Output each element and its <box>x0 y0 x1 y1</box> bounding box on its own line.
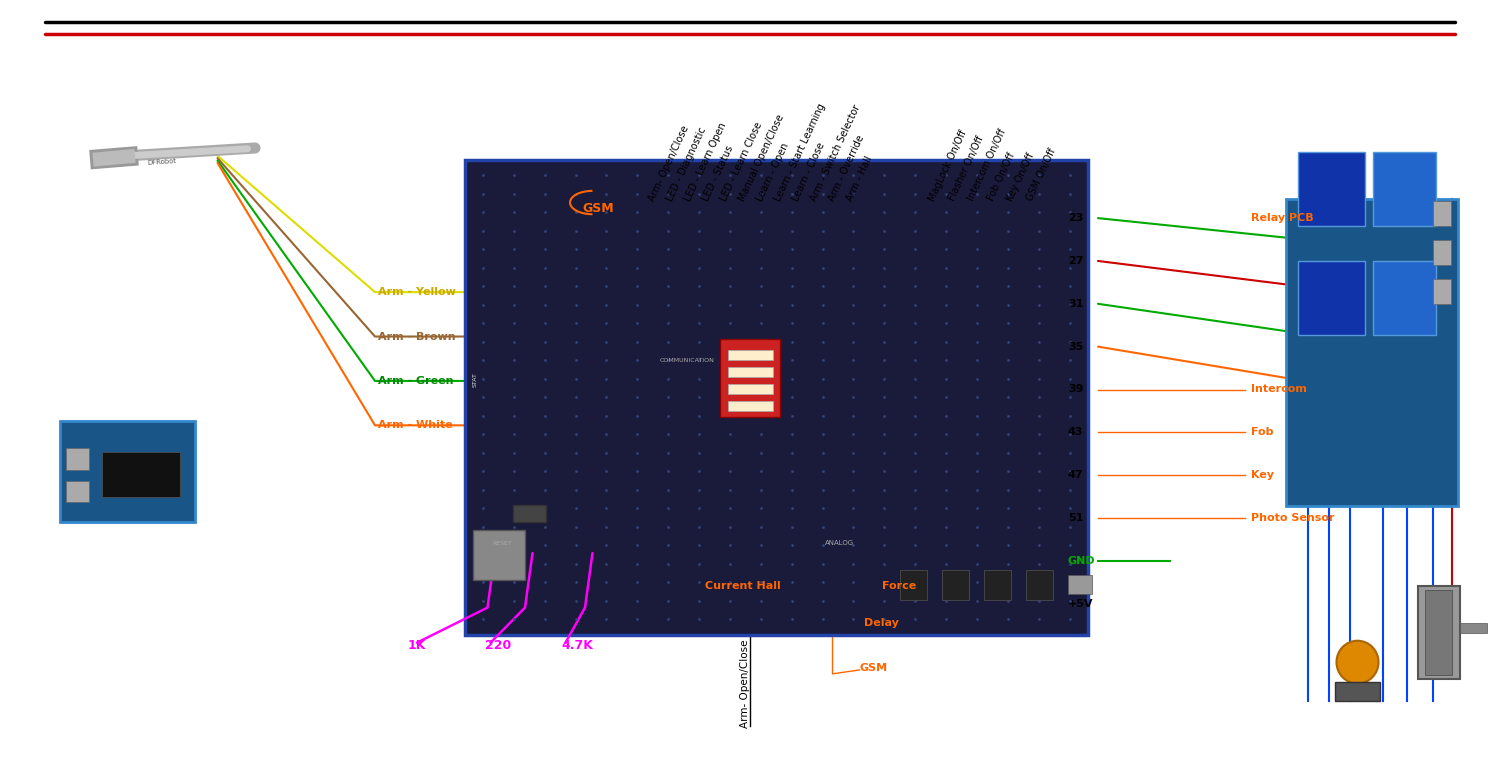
Text: Intercom: Intercom <box>1251 385 1306 394</box>
Bar <box>728 401 772 411</box>
Bar <box>66 481 88 502</box>
Text: 23: 23 <box>1068 213 1083 223</box>
Text: Fob: Fob <box>1251 428 1274 437</box>
Ellipse shape <box>1336 640 1378 684</box>
Text: MagLock On/Off: MagLock On/Off <box>927 128 969 203</box>
Bar <box>1418 586 1460 679</box>
Text: 43: 43 <box>1068 428 1083 437</box>
Bar <box>472 530 525 580</box>
Text: Flasher On/Off: Flasher On/Off <box>946 135 986 203</box>
Text: LED - Learn Open: LED - Learn Open <box>682 121 728 203</box>
Bar <box>1298 261 1365 335</box>
Bar <box>942 570 969 600</box>
Text: Learn - Close: Learn - Close <box>790 140 826 203</box>
Bar <box>728 350 772 360</box>
Text: Arm - Green: Arm - Green <box>378 376 453 386</box>
Text: Arm - Yellow: Arm - Yellow <box>378 287 456 297</box>
Text: LED - Learn Close: LED - Learn Close <box>718 120 764 203</box>
Text: 39: 39 <box>1068 385 1083 394</box>
Text: ANALOG: ANALOG <box>825 541 854 546</box>
Text: Arm- Open/Close: Arm- Open/Close <box>740 640 750 728</box>
Text: Arm - Brown: Arm - Brown <box>378 332 456 341</box>
Bar <box>1432 240 1450 265</box>
Bar <box>465 160 1088 635</box>
Text: Arm - Override: Arm - Override <box>827 133 866 203</box>
Text: COMMUNICATION: COMMUNICATION <box>660 358 716 363</box>
Bar <box>1026 570 1053 600</box>
Bar <box>1298 152 1365 226</box>
Text: 47: 47 <box>1068 471 1083 480</box>
Text: 51: 51 <box>1068 513 1083 523</box>
Text: Manual Open/Close: Manual Open/Close <box>736 112 786 203</box>
Bar <box>1432 279 1450 304</box>
Text: Key On/Off: Key On/Off <box>1005 151 1036 203</box>
Text: Relay PCB: Relay PCB <box>1251 213 1314 223</box>
Text: Fob On/Off: Fob On/Off <box>986 151 1017 203</box>
Bar <box>984 570 1011 600</box>
Text: GSM: GSM <box>859 663 888 672</box>
Text: 31: 31 <box>1068 299 1083 308</box>
Bar <box>900 570 927 600</box>
Text: Intercom On/Off: Intercom On/Off <box>966 128 1008 203</box>
Text: Key: Key <box>1251 471 1274 480</box>
Text: 4.7K: 4.7K <box>561 639 592 651</box>
Bar <box>728 367 772 377</box>
Bar <box>728 384 772 394</box>
Text: 27: 27 <box>1068 256 1083 266</box>
Bar <box>1068 575 1092 594</box>
Text: LED - Status: LED - Status <box>700 143 735 203</box>
Text: 1K: 1K <box>408 639 426 651</box>
Text: STAT: STAT <box>472 372 477 386</box>
Text: Arm- Open/Close: Arm- Open/Close <box>646 124 690 203</box>
Bar <box>60 421 195 522</box>
Text: Learn - Start Learning: Learn - Start Learning <box>772 101 826 203</box>
Bar <box>1372 152 1436 226</box>
Text: Force: Force <box>882 581 916 590</box>
Bar <box>1425 590 1452 675</box>
Text: Learn - Open: Learn - Open <box>754 141 790 203</box>
Text: GSM: GSM <box>582 202 614 215</box>
Text: Arm - Switch Selector: Arm - Switch Selector <box>808 103 862 203</box>
Bar <box>1432 201 1450 226</box>
Text: 35: 35 <box>1068 342 1083 351</box>
Text: Delay: Delay <box>864 619 898 628</box>
Bar <box>66 448 88 470</box>
Text: Arm - White: Arm - White <box>378 421 453 430</box>
Text: GND: GND <box>1068 556 1095 566</box>
Bar <box>1286 199 1458 506</box>
Bar <box>1372 261 1436 335</box>
Bar <box>1460 623 1486 633</box>
Text: Arm - Hall: Arm - Hall <box>844 154 874 203</box>
Bar <box>720 339 780 417</box>
Text: 220: 220 <box>484 639 510 651</box>
Bar <box>513 505 546 522</box>
Bar <box>102 452 180 497</box>
Text: Photo Sensor: Photo Sensor <box>1251 513 1335 523</box>
Text: +5V: +5V <box>1068 599 1094 608</box>
Text: DFRobot: DFRobot <box>147 158 177 166</box>
Text: RESET: RESET <box>492 541 512 546</box>
Text: Current Hall: Current Hall <box>705 581 780 590</box>
Text: LED - Diagnostic: LED - Diagnostic <box>664 125 708 203</box>
Bar <box>1335 682 1380 701</box>
Text: GSM On/Off: GSM On/Off <box>1024 147 1057 203</box>
